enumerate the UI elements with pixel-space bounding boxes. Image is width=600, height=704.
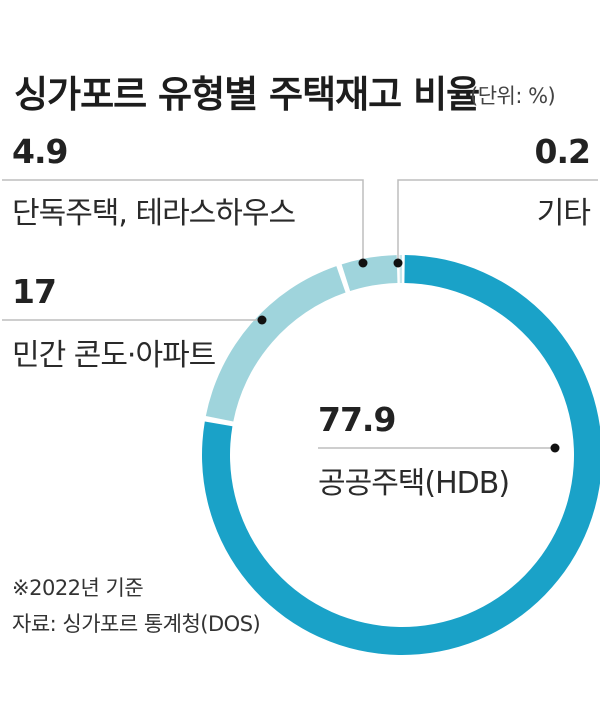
source-note: 자료: 싱가포르 통계청(DOS) xyxy=(12,612,261,636)
marker-dot-other xyxy=(393,258,403,268)
slice-label-detached: 단독주택, 테라스하우스 xyxy=(12,196,296,231)
leader-line-other xyxy=(397,179,598,262)
donut-slice-detached xyxy=(341,255,398,292)
base-year-note: ※2022년 기준 xyxy=(12,576,144,600)
marker-dot-detached xyxy=(358,258,368,268)
donut-slice-condo xyxy=(205,266,346,422)
value-label-condo: 17 xyxy=(12,272,57,311)
value-label-other: 0.2 xyxy=(534,132,591,171)
slice-label-hdb: 공공주택(HDB) xyxy=(318,466,510,501)
marker-dot-condo xyxy=(257,315,267,325)
leader-line-detached xyxy=(2,179,364,262)
marker-dot-hdb xyxy=(550,443,560,453)
slice-label-condo: 민간 콘도·아파트 xyxy=(12,338,216,373)
unit-label: (단위: %) xyxy=(470,84,556,108)
value-label-hdb: 77.9 xyxy=(318,400,396,439)
slice-label-other: 기타 xyxy=(536,196,591,231)
value-label-detached: 4.9 xyxy=(12,132,68,171)
chart-title: 싱가포르 유형별 주택재고 비율 xyxy=(14,73,480,116)
